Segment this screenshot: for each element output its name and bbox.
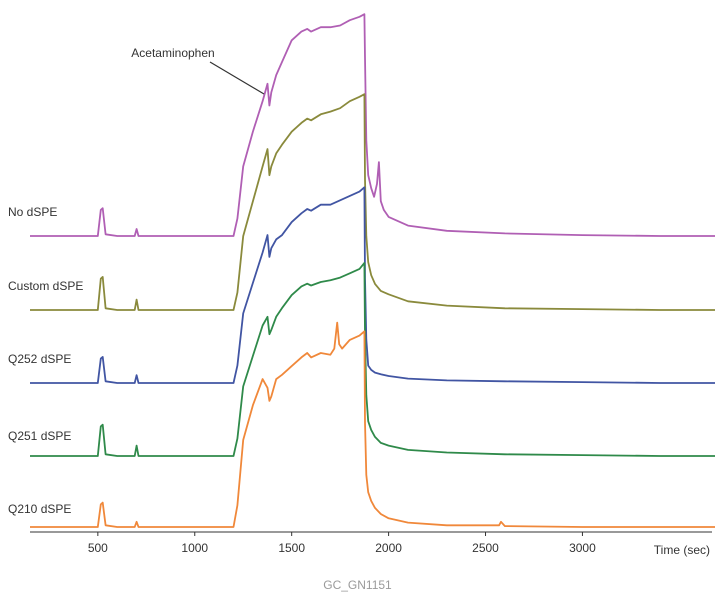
- x-tick-label: 1000: [181, 541, 208, 555]
- trace-q252-dspe: [30, 186, 715, 384]
- trace-label-group: No dSPE Custom dSPE Q252 dSPE Q251 dSPE Q210…: [8, 205, 83, 516]
- trace-label: Q210 dSPE: [8, 502, 71, 516]
- x-tick-label: 2000: [375, 541, 402, 555]
- x-axis-label: Time (sec): [654, 543, 710, 557]
- trace-label: Custom dSPE: [8, 279, 83, 293]
- trace-label: Q251 dSPE: [8, 429, 71, 443]
- trace-label: Q252 dSPE: [8, 352, 71, 366]
- x-tick-label: 500: [88, 541, 108, 555]
- trace-custom-dspe: [30, 93, 715, 311]
- trace-q251-dspe: [30, 261, 715, 457]
- trace-no-dspe: [30, 13, 715, 237]
- chromatogram-chart: No dSPE Custom dSPE Q252 dSPE Q251 dSPE Q210…: [8, 13, 715, 557]
- trace-group: [30, 13, 715, 528]
- trace-label: No dSPE: [8, 205, 57, 219]
- x-tick-label: 1500: [278, 541, 305, 555]
- annotation-pointer: [209, 61, 265, 95]
- x-axis: 500 1000 1500 2000 2500 3000: [30, 531, 712, 555]
- annotation-acetaminophen: Acetaminophen: [131, 46, 214, 60]
- x-tick-label: 2500: [472, 541, 499, 555]
- trace-q210-dspe: [30, 321, 715, 528]
- figure-code: GC_GN1151: [323, 578, 392, 592]
- x-tick-label: 3000: [569, 541, 596, 555]
